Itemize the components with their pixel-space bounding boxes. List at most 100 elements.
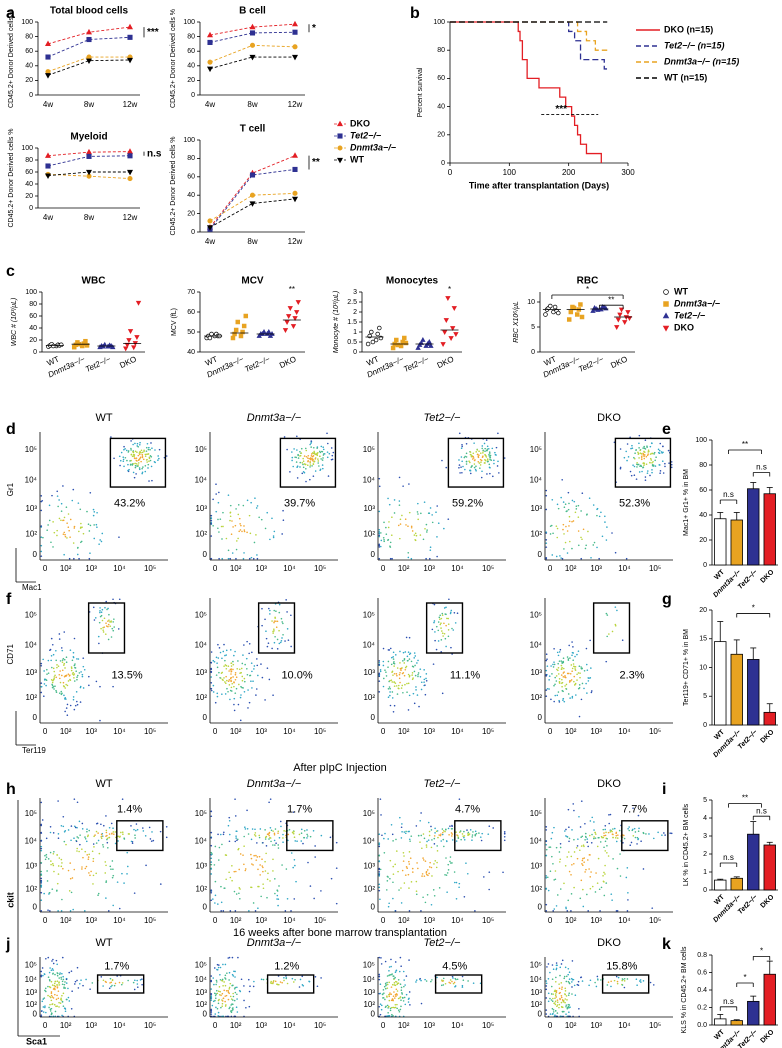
- legend-label: Tet2−/− (n=15): [664, 40, 724, 50]
- flow-event: [46, 673, 48, 675]
- bar: [730, 1020, 743, 1026]
- flow-event: [223, 831, 225, 834]
- flow-event: [397, 997, 400, 1000]
- flow-event: [550, 999, 553, 1001]
- flow-event: [139, 456, 142, 459]
- flow-event: [151, 479, 153, 482]
- flow-event: [445, 606, 447, 609]
- flow-event: [283, 979, 285, 982]
- flow-event: [425, 677, 427, 680]
- flow-event: [102, 979, 105, 982]
- flow-event: [122, 456, 125, 458]
- flow-event: [41, 1000, 44, 1003]
- flow-event: [54, 980, 57, 983]
- flow-event: [419, 668, 422, 670]
- flow-event: [387, 1007, 389, 1009]
- flow-event: [46, 880, 49, 882]
- plot-title: DKO: [597, 937, 621, 949]
- flow-event: [330, 877, 333, 880]
- flow-event: [378, 680, 381, 682]
- flow-x-tick-label: 10⁵: [144, 916, 156, 925]
- flow-event: [60, 519, 62, 522]
- flow-event: [251, 863, 253, 865]
- flow-event: [59, 1002, 62, 1004]
- flow-event: [391, 671, 393, 674]
- flow-event: [577, 530, 580, 532]
- flow-event: [494, 451, 496, 454]
- marker: [418, 339, 424, 345]
- flow-event: [124, 456, 127, 459]
- flow-event: [94, 617, 97, 619]
- flow-event: [320, 977, 322, 979]
- flow-event: [445, 466, 448, 469]
- flow-event: [604, 521, 606, 523]
- marker: [292, 316, 298, 322]
- marker: [566, 317, 572, 322]
- flow-event: [121, 798, 124, 800]
- flow-event: [269, 609, 271, 612]
- flow-event: [405, 636, 408, 639]
- flow-event: [433, 835, 436, 837]
- flow-event: [59, 677, 61, 680]
- flow-event: [235, 870, 237, 873]
- flow-event: [414, 532, 417, 535]
- flow-event: [390, 663, 393, 666]
- flow-event: [57, 665, 60, 668]
- flow-event: [77, 658, 80, 660]
- flow-event: [424, 527, 426, 530]
- flow-event: [618, 829, 621, 832]
- flow-event: [273, 839, 276, 842]
- flow-event: [58, 633, 61, 635]
- flow-event: [582, 528, 585, 531]
- flow-event: [408, 991, 411, 993]
- panel-label: h: [6, 781, 16, 798]
- flow-event: [72, 696, 75, 698]
- flow-event: [397, 524, 400, 527]
- flow-y-label: ckit: [5, 892, 15, 908]
- flow-event: [577, 516, 580, 518]
- chart-title: WBC: [82, 276, 106, 287]
- flow-event: [239, 523, 241, 525]
- flow-event: [659, 442, 662, 445]
- flow-event: [398, 673, 401, 676]
- flow-event: [254, 832, 257, 834]
- flow-event: [47, 976, 50, 979]
- flow-event: [551, 978, 554, 981]
- flow-event: [423, 669, 425, 671]
- flow-event: [547, 977, 550, 980]
- flow-event: [226, 679, 228, 682]
- flow-event: [49, 1003, 51, 1006]
- flow-event: [248, 557, 251, 560]
- flow-event: [327, 442, 329, 445]
- flow-event: [565, 907, 567, 910]
- flow-event: [40, 840, 43, 842]
- flow-event: [244, 663, 246, 666]
- flow-event: [139, 443, 141, 446]
- flow-event: [247, 833, 250, 835]
- flow-event: [635, 449, 637, 451]
- flow-event: [59, 670, 61, 672]
- flow-event: [552, 663, 554, 666]
- flow-event: [387, 688, 390, 690]
- flow-event: [568, 837, 571, 840]
- flow-event: [379, 1013, 382, 1016]
- flow-event: [312, 475, 315, 477]
- flow-event: [394, 984, 397, 987]
- flow-event: [463, 838, 466, 841]
- flow-event: [394, 1003, 397, 1006]
- flow-event: [212, 659, 215, 662]
- flow-event: [577, 672, 580, 674]
- flow-event: [272, 630, 274, 633]
- flow-event: [585, 647, 588, 650]
- flow-event: [414, 539, 417, 542]
- flow-event: [643, 450, 645, 453]
- flow-event: [463, 456, 466, 459]
- flow-event: [643, 457, 646, 460]
- flow-event: [427, 874, 429, 877]
- flow-event: [574, 511, 577, 514]
- flow-event: [40, 536, 43, 538]
- flow-event: [601, 535, 604, 538]
- flow-event: [45, 856, 48, 858]
- flow-event: [148, 446, 150, 449]
- flow-event: [567, 980, 570, 983]
